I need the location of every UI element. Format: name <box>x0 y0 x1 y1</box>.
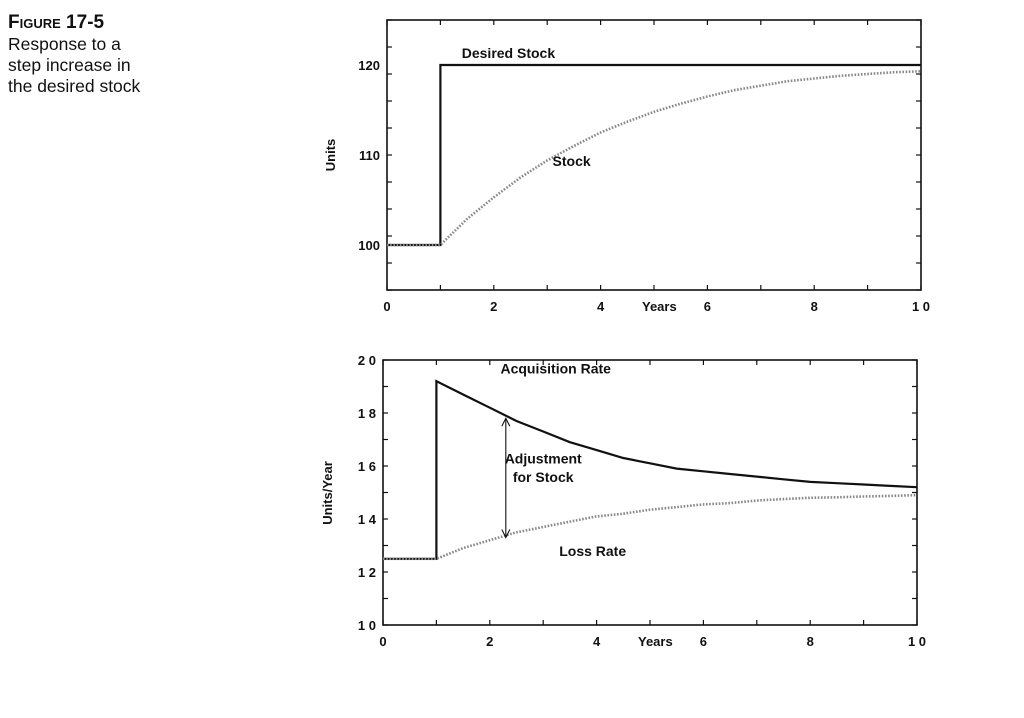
y-tick-label: 120 <box>358 58 380 73</box>
y-tick-label: 2 0 <box>358 353 376 368</box>
y-axis-label: Units/Year <box>320 461 335 525</box>
y-tick-label: 1 2 <box>358 565 376 580</box>
y-tick-label: 110 <box>359 148 380 163</box>
x-tick-label: 6 <box>704 299 711 314</box>
series-line-loss-rate <box>383 493 918 561</box>
x-tick-label: 8 <box>811 299 818 314</box>
x-tick-label: 4 <box>597 299 605 314</box>
series-annotation: for Stock <box>513 469 574 485</box>
y-tick-label: 1 6 <box>358 459 376 474</box>
series-annotation: Acquisition Rate <box>500 360 611 376</box>
x-tick-label: Years <box>642 299 677 314</box>
series-line-stock <box>387 70 922 247</box>
x-tick-label: 1 0 <box>912 299 930 314</box>
y-tick-label: 1 0 <box>358 618 376 633</box>
figure-description: Response to a step increase in the desir… <box>8 34 238 97</box>
arrow-head-up <box>501 417 511 427</box>
x-tick-label: 0 <box>379 634 386 649</box>
plot-frame <box>382 359 918 626</box>
figure-caption: Figure 17-5 Response to a step increase … <box>8 12 238 97</box>
series-annotation: Adjustment <box>505 450 582 466</box>
series-line-desired-stock <box>387 63 921 247</box>
x-tick-label: 6 <box>700 634 707 649</box>
series-annotation: Desired Stock <box>462 45 556 61</box>
caption-line: the desired stock <box>8 76 141 96</box>
figure-label: Figure 17-5 <box>8 12 105 33</box>
series-annotation: Stock <box>553 153 591 169</box>
series-line-acquisition-rate <box>383 379 918 560</box>
series-annotation: Loss Rate <box>559 543 626 559</box>
chart-panel-2: 0 2 4 Years 6 8 1 0 1 0 1 2 1 4 1 6 1 8 2 0 Units/Yea… <box>320 353 926 649</box>
x-tick-label: 4 <box>593 634 601 649</box>
x-tick-label: 2 <box>486 634 493 649</box>
caption-line: Response to a <box>8 34 121 54</box>
arrow-head-down <box>501 529 511 539</box>
y-axis-label: Units <box>323 139 338 172</box>
x-tick-label: 2 <box>490 299 497 314</box>
y-tick-label: 1 4 <box>358 512 377 527</box>
x-tick-label: 0 <box>383 299 390 314</box>
x-tick-label: 8 <box>807 634 814 649</box>
x-tick-label: Years <box>638 634 673 649</box>
x-tick-label: 1 0 <box>908 634 926 649</box>
caption-line: step increase in <box>8 55 131 75</box>
y-tick-label: 100 <box>358 238 380 253</box>
y-tick-label: 1 8 <box>358 406 376 421</box>
